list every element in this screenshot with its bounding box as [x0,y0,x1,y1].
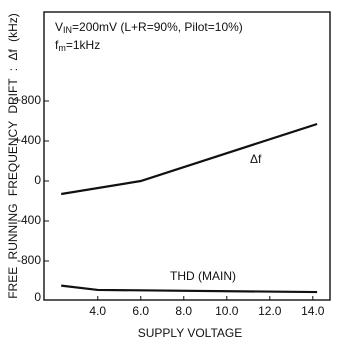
y-tick-label: 0 [34,173,41,187]
y-tick-label: -800 [17,253,41,267]
cond-text: =1kHz [66,38,100,52]
x-tick-label: 14.0 [301,304,325,318]
condition-1: VIN=200mV (L+R=90%, Pilot=10%) [55,20,243,35]
y-tick-label: -400 [17,213,41,227]
y-tick-label: +400 [14,133,41,147]
cond-text: =200mV (L+R=90%, Pilot=10%) [72,20,243,34]
y2-tick-label: 0 [34,290,41,304]
cond-sub: m [58,43,66,53]
series-label: Δf [250,152,262,166]
y-tick-label: +800 [14,93,41,107]
x-axis-label: SUPPLY VOLTAGE [138,326,242,340]
x-tick-label: 12.0 [258,304,282,318]
series-label: THD (MAIN) [170,269,236,283]
cond-text: V [55,20,63,34]
cond-sub: IN [63,25,72,35]
y-axis-label: FREE RUNNING FREQUENCY DRIFT : Δf (kHz) [6,13,20,299]
x-tick-label: 6.0 [132,304,149,318]
series-line [61,284,318,294]
x-tick-label: 8.0 [175,304,192,318]
x-tick-label: 4.0 [89,304,106,318]
series-line [61,122,318,196]
cond-text: f [55,38,59,52]
plot-frame [43,11,331,301]
x-tick-label: 10.0 [215,304,239,318]
condition-2: fm=1kHz [55,38,100,53]
